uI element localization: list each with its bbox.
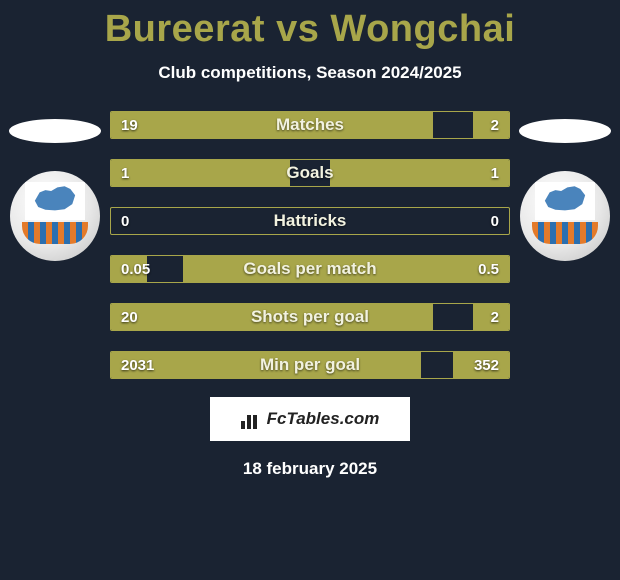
stat-bar-left-fill	[111, 304, 433, 330]
stat-bar-left-fill	[111, 352, 421, 378]
left-club-badge	[10, 171, 100, 261]
stat-bar: Goals per match0.050.5	[110, 255, 510, 283]
right-club-badge	[520, 171, 610, 261]
stat-bar-gap	[111, 208, 509, 234]
stat-bar-gap	[421, 352, 453, 378]
stat-bar-right-fill	[453, 352, 509, 378]
stat-bar-right-fill	[330, 160, 509, 186]
stat-bar-right-fill	[183, 256, 509, 282]
badge-horse-icon	[25, 182, 85, 220]
branding-box[interactable]: FcTables.com	[210, 397, 410, 441]
badge-stripes	[22, 222, 88, 244]
stat-bar-left-fill	[111, 112, 433, 138]
page-title: Bureerat vs Wongchai	[0, 0, 620, 51]
stat-bar: Min per goal2031352	[110, 351, 510, 379]
left-player-silhouette	[9, 119, 101, 143]
branding-text: FcTables.com	[267, 409, 380, 429]
stat-bar: Shots per goal202	[110, 303, 510, 331]
badge-stripes	[532, 222, 598, 244]
stat-bar-gap	[290, 160, 330, 186]
stat-bar: Hattricks00	[110, 207, 510, 235]
page-subtitle: Club competitions, Season 2024/2025	[0, 63, 620, 83]
stat-bar-left-fill	[111, 160, 290, 186]
date-label: 18 february 2025	[0, 459, 620, 479]
stat-bar: Goals11	[110, 159, 510, 187]
stat-bar-gap	[433, 112, 473, 138]
stat-bar-gap	[433, 304, 473, 330]
stat-bar-gap	[147, 256, 183, 282]
stat-bar-right-fill	[473, 112, 509, 138]
right-player-column	[510, 111, 620, 261]
stat-bar-left-fill	[111, 256, 147, 282]
left-player-column	[0, 111, 110, 261]
stat-bar-right-fill	[473, 304, 509, 330]
fctables-logo-icon	[241, 409, 261, 429]
comparison-content: Matches192 Goals11 Hattricks00 Goals per ma…	[0, 111, 620, 379]
stat-bar: Matches192	[110, 111, 510, 139]
stat-bars: Matches192 Goals11 Hattricks00 Goals per ma…	[110, 111, 510, 379]
badge-horse-icon	[535, 182, 595, 220]
right-player-silhouette	[519, 119, 611, 143]
